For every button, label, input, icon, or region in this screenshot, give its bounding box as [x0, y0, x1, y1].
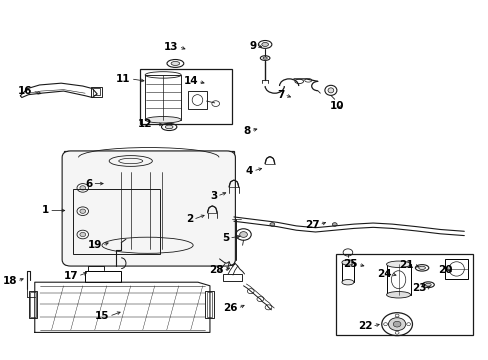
Bar [223, 274, 241, 281]
Circle shape [392, 321, 400, 327]
Text: 24: 24 [376, 269, 390, 279]
Bar [30, 292, 36, 317]
Ellipse shape [261, 42, 268, 46]
Ellipse shape [341, 260, 353, 265]
Text: 6: 6 [85, 179, 92, 189]
Text: 26: 26 [223, 303, 237, 314]
Ellipse shape [341, 279, 353, 285]
Ellipse shape [386, 292, 410, 298]
Text: 3: 3 [209, 191, 217, 201]
Ellipse shape [327, 88, 333, 93]
Bar [140, 69, 231, 125]
Text: 19: 19 [87, 240, 102, 250]
Text: 27: 27 [304, 220, 319, 230]
Bar [73, 189, 159, 253]
Circle shape [80, 186, 85, 190]
Bar [28, 291, 37, 318]
Bar [91, 87, 102, 97]
FancyBboxPatch shape [62, 151, 235, 266]
Bar [188, 91, 206, 109]
Ellipse shape [145, 117, 181, 123]
Bar [145, 75, 181, 120]
Text: 11: 11 [116, 74, 130, 84]
Ellipse shape [263, 57, 267, 59]
Text: 28: 28 [208, 265, 223, 275]
Bar [63, 151, 233, 264]
Bar [85, 271, 121, 282]
Bar [386, 264, 410, 295]
Text: 12: 12 [138, 120, 152, 129]
Text: 25: 25 [343, 259, 357, 269]
Bar [205, 291, 213, 318]
Text: 4: 4 [245, 166, 253, 176]
Bar [444, 259, 467, 279]
Text: 10: 10 [329, 102, 344, 112]
Text: 20: 20 [437, 265, 451, 275]
Circle shape [80, 232, 85, 237]
Ellipse shape [165, 125, 173, 129]
Text: 16: 16 [18, 86, 32, 96]
Text: 15: 15 [95, 311, 109, 321]
Bar [341, 262, 353, 282]
Circle shape [332, 223, 336, 226]
Text: 2: 2 [185, 215, 193, 224]
Text: 9: 9 [249, 41, 257, 50]
Ellipse shape [425, 283, 430, 286]
Text: 13: 13 [164, 42, 179, 51]
Bar [206, 292, 212, 317]
Text: 23: 23 [411, 283, 426, 293]
Ellipse shape [386, 261, 410, 267]
Text: 21: 21 [399, 260, 413, 270]
Bar [93, 88, 100, 95]
Text: 14: 14 [183, 76, 198, 86]
Ellipse shape [418, 266, 425, 270]
Text: 5: 5 [222, 233, 229, 243]
Text: 8: 8 [243, 126, 250, 136]
Text: 1: 1 [42, 206, 49, 216]
Text: 17: 17 [63, 271, 78, 281]
Circle shape [80, 209, 85, 213]
Circle shape [269, 223, 274, 226]
Text: 18: 18 [2, 276, 17, 286]
Text: 7: 7 [276, 90, 284, 100]
Circle shape [387, 318, 405, 330]
Ellipse shape [171, 62, 180, 66]
Text: 22: 22 [357, 321, 371, 331]
Circle shape [239, 231, 247, 237]
Bar [335, 254, 472, 335]
